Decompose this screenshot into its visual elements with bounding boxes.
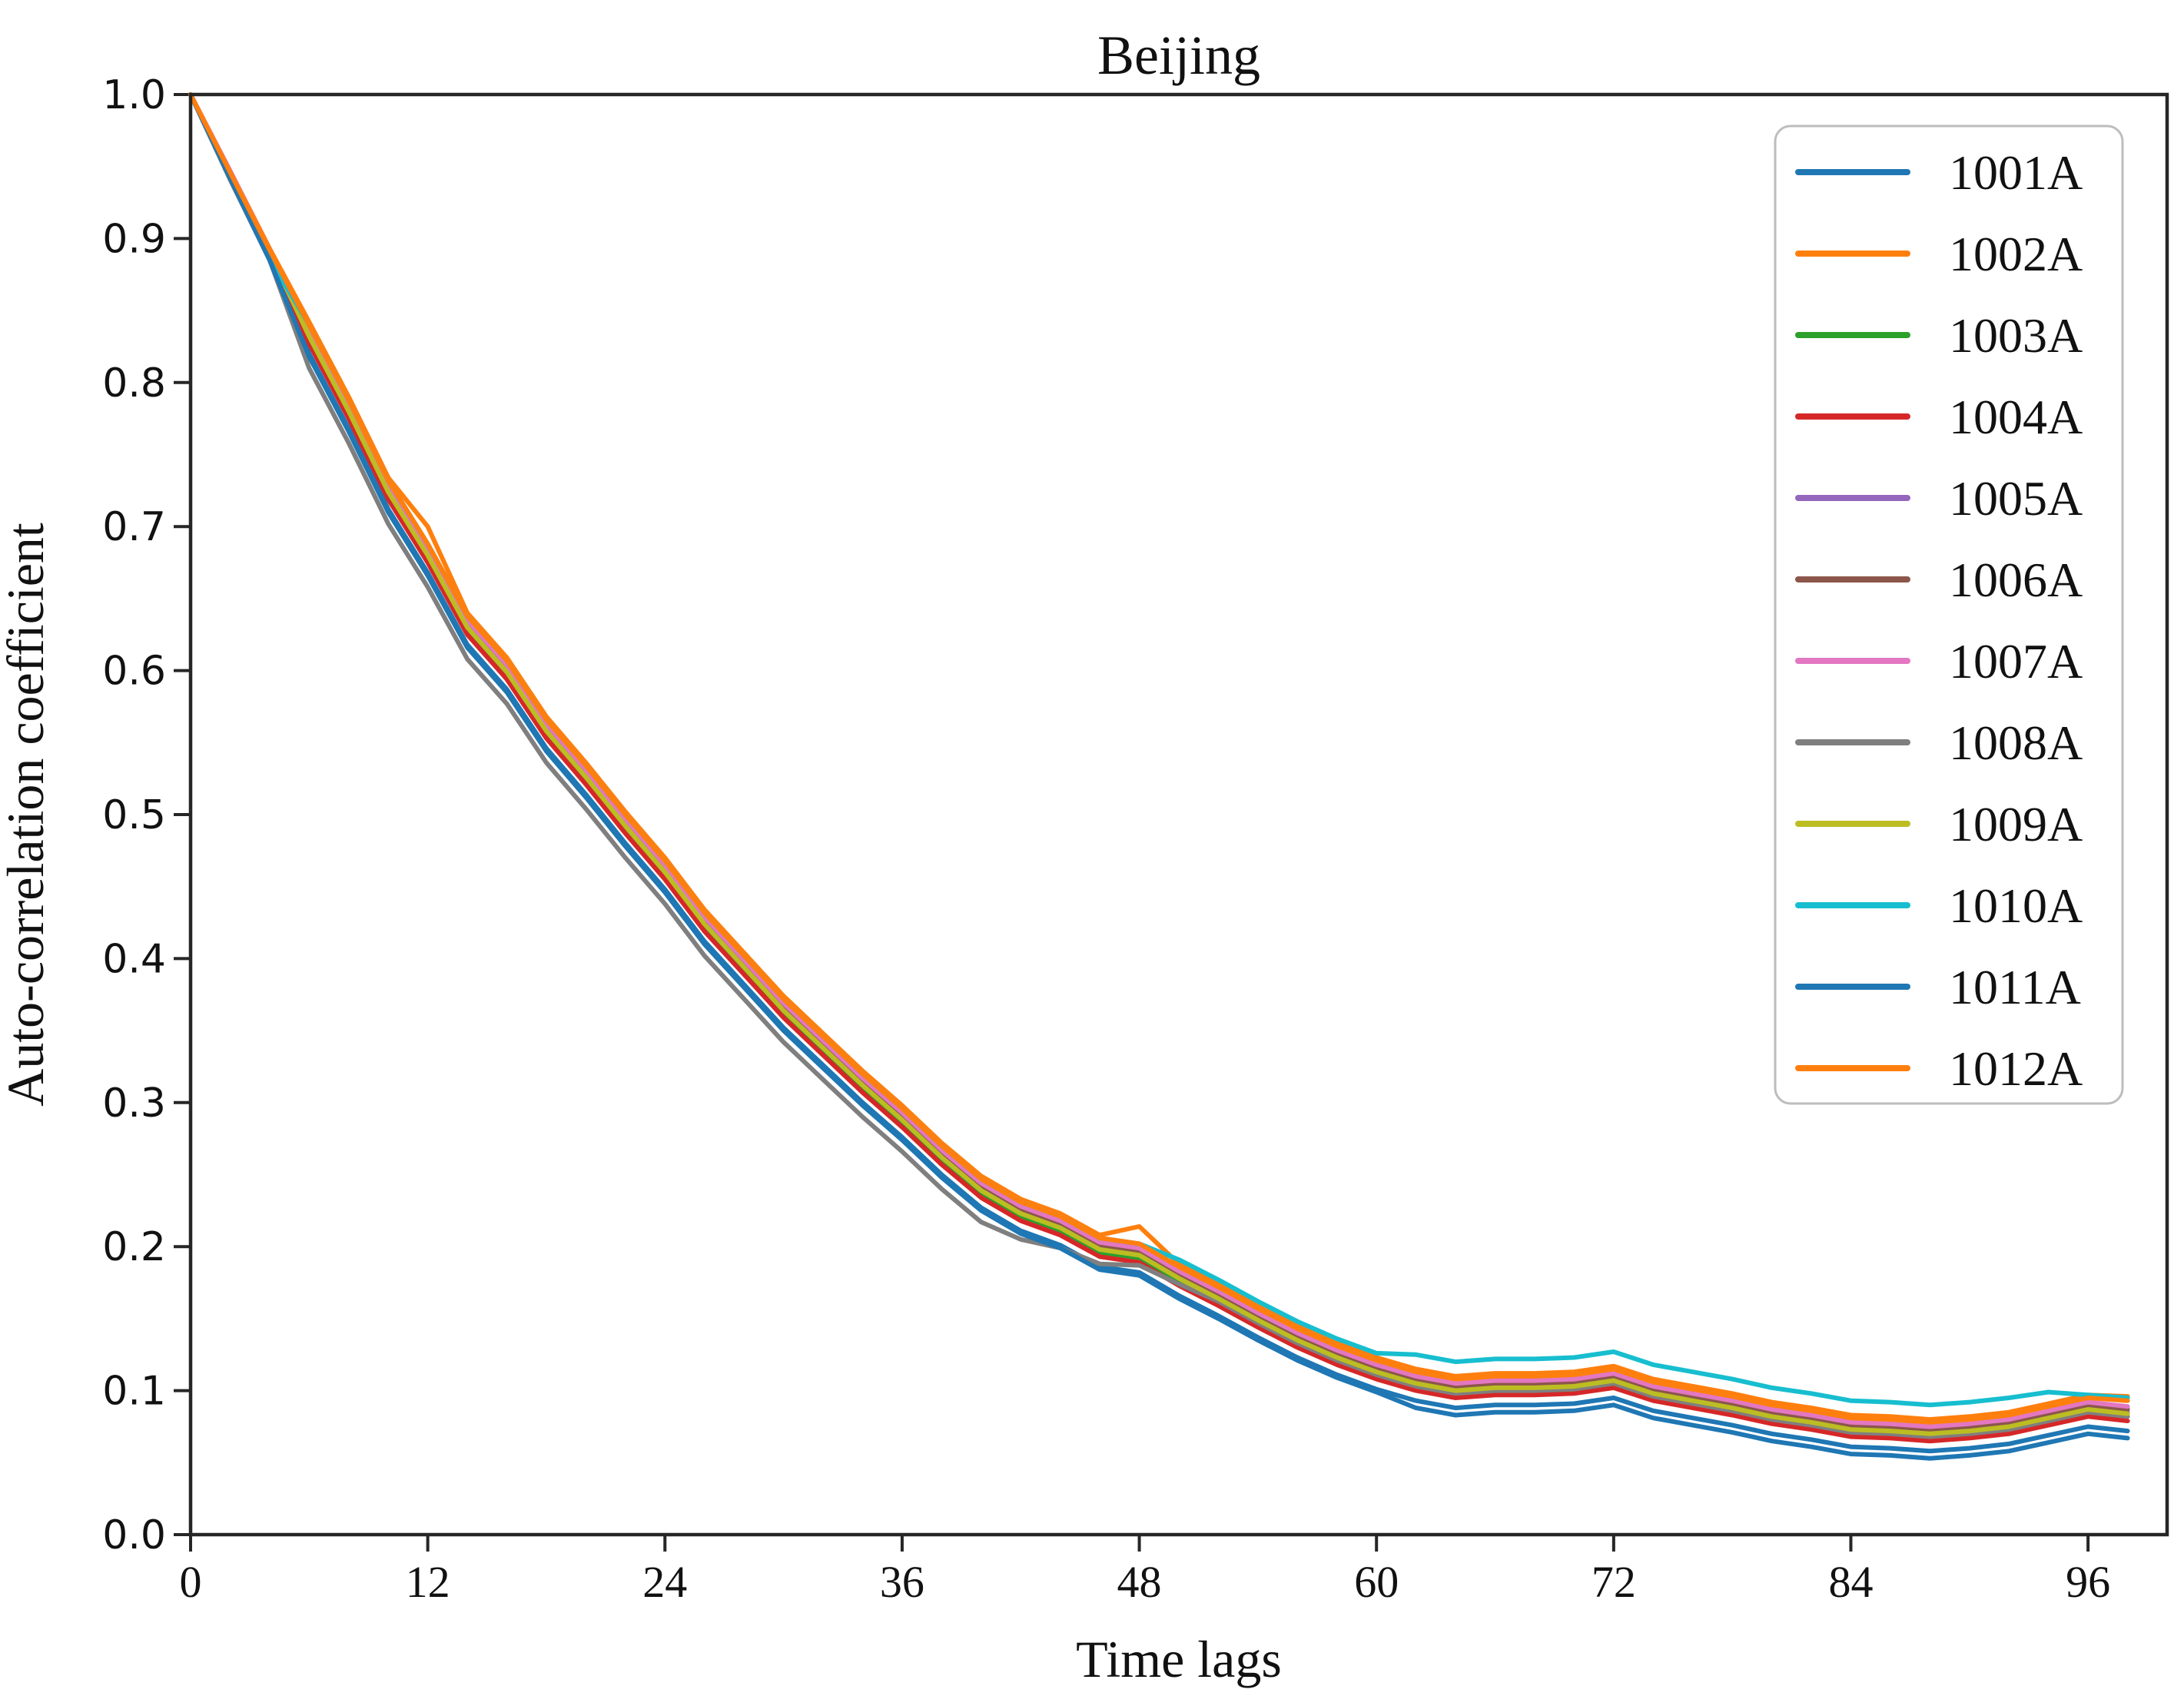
legend-label-1008A: 1008A xyxy=(1949,715,2083,770)
legend-entry-1012A: 1012A xyxy=(1795,1041,2083,1096)
x-tick-label: 60 xyxy=(1354,1557,1399,1607)
legend-entry-1007A: 1007A xyxy=(1795,634,2083,689)
legend-entry-1009A: 1009A xyxy=(1795,797,2083,851)
x-tick-label: 72 xyxy=(1592,1557,1636,1607)
x-tick-label: 96 xyxy=(2066,1557,2110,1607)
legend-entry-1003A: 1003A xyxy=(1795,308,2083,363)
legend: 1001A 1002A 1003A 1004A 1005A 1006A 1007A 1008A… xyxy=(1774,124,2124,1105)
y-tick-label: 0.5 xyxy=(102,792,166,838)
y-tick-label: 0.3 xyxy=(102,1080,166,1127)
legend-box xyxy=(1774,124,2124,1105)
legend-label-1010A: 1010A xyxy=(1949,878,2083,933)
chart-title: Beijing xyxy=(1097,25,1260,86)
x-ticks: 0 12 24 36 48 60 72 84 96 xyxy=(180,1535,2110,1607)
x-tick-label: 36 xyxy=(880,1557,924,1607)
y-tick-label: 0.9 xyxy=(102,216,166,262)
series-line-1008A xyxy=(188,92,2130,1439)
y-tick-label: 1.0 xyxy=(102,72,166,118)
series-line-1011A xyxy=(188,92,2130,1461)
y-axis-label: Auto-correlation coefficient xyxy=(0,523,55,1107)
series-line-1012A xyxy=(188,92,2130,1425)
y-tick-label: 0.0 xyxy=(102,1512,166,1558)
y-tick-label: 0.1 xyxy=(102,1369,166,1415)
x-tick-label: 24 xyxy=(642,1557,687,1607)
y-tick-label: 0.4 xyxy=(102,936,166,982)
x-tick-label: 48 xyxy=(1117,1557,1162,1607)
legend-label-1011A: 1011A xyxy=(1949,960,2081,1014)
y-tick-label: 0.8 xyxy=(102,360,166,407)
legend-label-1001A: 1001A xyxy=(1949,145,2083,200)
y-tick-label: 0.7 xyxy=(102,504,166,550)
legend-label-1003A: 1003A xyxy=(1949,308,2083,363)
legend-entry-1008A: 1008A xyxy=(1795,715,2083,770)
y-tick-label: 0.6 xyxy=(102,649,166,695)
legend-label-1002A: 1002A xyxy=(1949,227,2083,281)
legend-entry-1010A: 1010A xyxy=(1795,878,2083,933)
legend-entry-1011A: 1011A xyxy=(1795,960,2081,1014)
legend-label-1012A: 1012A xyxy=(1949,1041,2083,1096)
series-line-1009A xyxy=(188,92,2130,1436)
legend-label-1007A: 1007A xyxy=(1949,634,2083,689)
legend-label-1004A: 1004A xyxy=(1949,390,2083,444)
x-axis-label: Time lags xyxy=(1076,1630,1282,1688)
legend-entry-1005A: 1005A xyxy=(1795,471,2083,526)
legend-label-1005A: 1005A xyxy=(1949,471,2083,526)
y-tick-label: 0.2 xyxy=(102,1224,166,1270)
series-lines xyxy=(188,92,2130,1461)
x-tick-label: 12 xyxy=(406,1557,450,1607)
y-ticks: 0.0 0.1 0.2 0.3 0.4 0.5 0.6 0.7 0.8 0.9 1.0 xyxy=(102,72,191,1558)
legend-entry-1006A: 1006A xyxy=(1795,553,2083,607)
legend-label-1009A: 1009A xyxy=(1949,797,2083,851)
plot-border xyxy=(188,92,2169,1537)
legend-entry-1002A: 1002A xyxy=(1795,227,2083,281)
legend-entry-1004A: 1004A xyxy=(1795,390,2083,444)
legend-label-1006A: 1006A xyxy=(1949,553,2083,607)
series-line-1007A xyxy=(188,92,2130,1429)
legend-entry-1001A: 1001A xyxy=(1795,145,2083,200)
x-tick-label: 0 xyxy=(180,1557,202,1607)
x-tick-label: 84 xyxy=(1828,1557,1873,1607)
